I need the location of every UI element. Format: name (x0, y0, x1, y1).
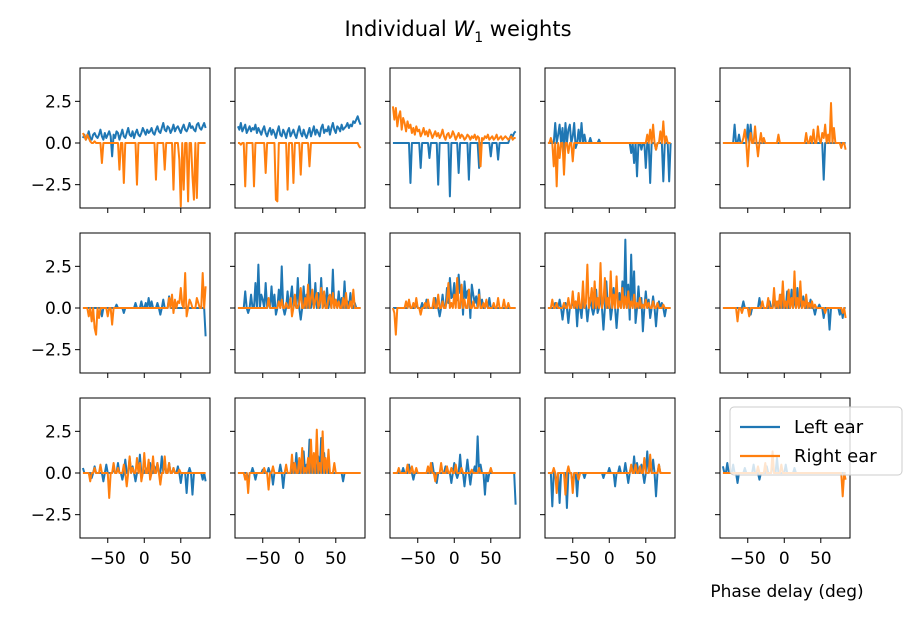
subplot-frame (389, 67, 521, 209)
subplot-frame (389, 232, 521, 374)
series-right-ear-line (82, 452, 206, 499)
x-tick-label: −50 (400, 549, 436, 569)
x-tick-label: −50 (555, 549, 591, 569)
subplot-frame (544, 397, 676, 539)
y-tick-label: 0.0 (45, 299, 72, 319)
series-left-ear-line (82, 122, 207, 158)
series-right-ear-line (392, 462, 516, 483)
series-right-ear-line (391, 277, 516, 336)
subplot-series-group (237, 263, 361, 321)
x-tick-label: −50 (730, 549, 766, 569)
figure-title-prefix: Individual (344, 17, 453, 41)
subplot-series-group (82, 272, 207, 337)
subplot-frame (719, 67, 851, 209)
subplot-frame (79, 232, 211, 374)
y-tick-label: −2.5 (31, 176, 72, 196)
subplot-r1-c1: 2.5 0.0 −2.5 (31, 67, 211, 213)
subplot-r3-c4: −50 0 50 (540, 397, 676, 569)
subplot-r2-c2 (230, 232, 366, 378)
subplot-frame (234, 232, 366, 374)
subplot-frame (719, 232, 851, 374)
subplot-series-group (392, 435, 517, 505)
legend-right-ear: Right ear (740, 446, 877, 467)
legend-box (729, 406, 903, 476)
subplot-frame (79, 397, 211, 539)
subplot-series-group (722, 102, 847, 181)
subplot-frame (544, 67, 676, 209)
subplot-series-group (81, 452, 207, 499)
y-tick-label: −2.5 (31, 506, 72, 526)
subplot-grid: 2.5 0.0 −2.5 2.5 0.0 −2.5 2.5 0.0 −2.5 −50 0 50 −50 0… (31, 67, 851, 569)
series-right-ear-line (237, 283, 361, 318)
x-tick-label: 50 (810, 549, 832, 569)
subplot-frame (234, 397, 366, 539)
series-right-ear-line (547, 262, 671, 309)
series-right-ear-line (82, 132, 206, 208)
subplot-series-group (237, 115, 362, 203)
x-tick-label: 50 (325, 549, 347, 569)
figure-title: Individual W1 weights (344, 17, 571, 46)
x-tick-label: 50 (170, 549, 192, 569)
legend: Left ear Right ear (729, 406, 903, 476)
subplot-r1-c4 (540, 67, 676, 213)
x-tick-label: −50 (90, 549, 126, 569)
series-right-ear-line (547, 120, 671, 188)
series-left-ear-line (392, 130, 517, 198)
series-right-ear-line (722, 102, 847, 168)
subplot-series-group (547, 120, 672, 188)
subplot-r1-c2 (230, 67, 366, 213)
subplot-series-group (391, 106, 517, 198)
subplot-frame (389, 397, 521, 539)
legend-left-ear: Left ear (740, 417, 864, 438)
subplot-r3-c2: −50 0 50 (230, 397, 366, 569)
subplot-series-group (547, 450, 671, 509)
series-right-ear-line (547, 453, 671, 496)
subplot-series-group (547, 238, 671, 333)
y-tick-label: 2.5 (45, 257, 72, 277)
series-right-ear-line (237, 142, 362, 203)
x-tick-label: 0 (294, 549, 305, 569)
subplot-series-group (237, 428, 361, 494)
subplot-r1-c3 (385, 67, 521, 213)
subplot-frame (79, 67, 211, 209)
y-tick-label: 0.0 (45, 464, 72, 484)
series-right-ear-line (391, 106, 516, 168)
subplot-series-group (722, 270, 847, 331)
x-tick-label: 50 (480, 549, 502, 569)
x-tick-label: 0 (139, 549, 150, 569)
y-tick-label: 2.5 (45, 92, 72, 112)
subplot-r2-c4 (540, 232, 676, 378)
series-right-ear-line (82, 272, 207, 336)
subplot-r1-c5 (715, 67, 851, 213)
subplot-r3-c3: −50 0 50 (385, 397, 521, 569)
subplot-series-group (82, 122, 207, 208)
legend-left-ear-label: Left ear (794, 417, 864, 438)
x-tick-label: 0 (604, 549, 615, 569)
subplot-frame (234, 67, 366, 209)
x-tick-label: 50 (635, 549, 657, 569)
legend-right-ear-label: Right ear (794, 446, 877, 467)
subplot-r3-c1: 2.5 0.0 −2.5 −50 0 50 (31, 397, 211, 569)
subplot-r2-c1: 2.5 0.0 −2.5 (31, 232, 211, 378)
series-right-ear-line (722, 270, 847, 323)
y-tick-label: 0.0 (45, 134, 72, 154)
x-tick-label: 0 (779, 549, 790, 569)
figure-title-var: W (453, 17, 475, 41)
figure-title-sub: 1 (474, 30, 483, 46)
x-tick-label: 0 (449, 549, 460, 569)
x-tick-label: −50 (245, 549, 281, 569)
series-right-ear-line (237, 428, 361, 494)
subplot-r2-c3 (385, 232, 521, 378)
subplot-series-group (391, 273, 516, 336)
x-axis-label: Phase delay (deg) (710, 582, 863, 602)
figure-title-suffix: weights (483, 17, 571, 41)
subplot-r2-c5 (715, 232, 851, 378)
y-tick-label: 2.5 (45, 422, 72, 442)
y-tick-label: −2.5 (31, 341, 72, 361)
subplot-frame (544, 232, 676, 374)
series-left-ear-line (237, 115, 362, 139)
